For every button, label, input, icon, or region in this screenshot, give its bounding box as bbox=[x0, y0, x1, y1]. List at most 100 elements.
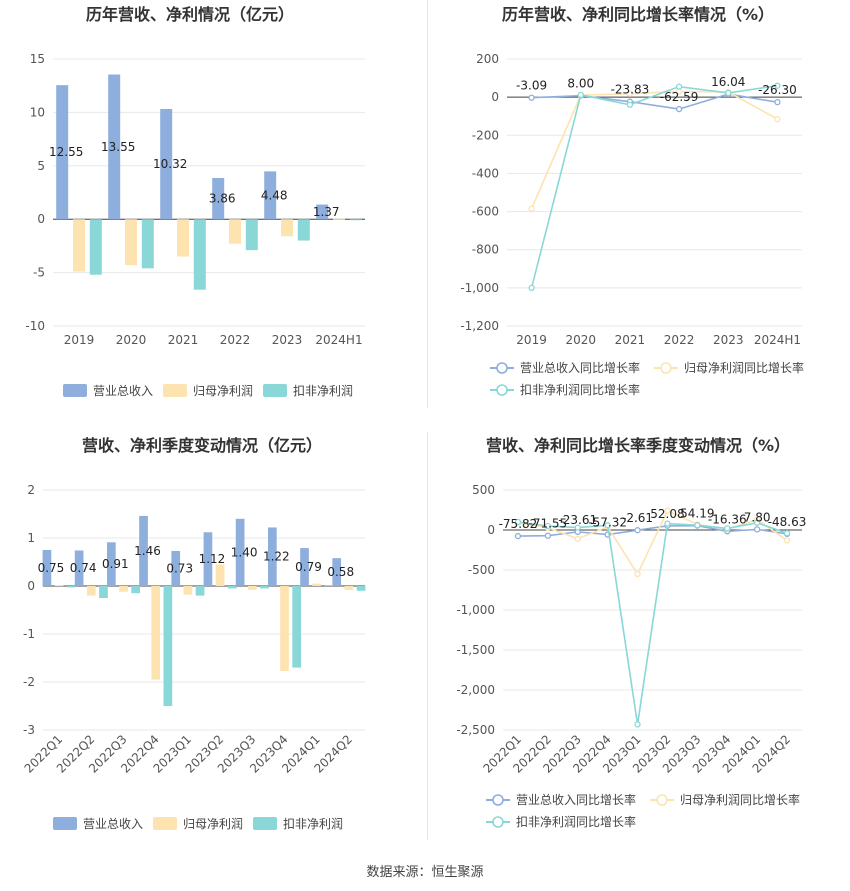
y-tick-label: 0 bbox=[27, 579, 35, 593]
bar-net-profit bbox=[280, 586, 289, 671]
x-tick-label: 2020 bbox=[565, 333, 596, 347]
bar-net-profit bbox=[281, 219, 293, 237]
bar-revenue bbox=[203, 532, 213, 586]
series-point bbox=[574, 524, 581, 531]
bar-net-profit bbox=[125, 219, 137, 266]
line-data-label: -23.83 bbox=[611, 83, 650, 97]
y-tick-label: 0 bbox=[37, 212, 45, 226]
y-tick-label: 0 bbox=[491, 90, 499, 104]
y-tick-label: -2,500 bbox=[456, 723, 495, 737]
y-tick-label: 500 bbox=[472, 483, 495, 497]
x-tick-label: 2021 bbox=[168, 333, 199, 347]
series-point bbox=[774, 82, 781, 89]
bar-data-label: 0.58 bbox=[327, 565, 354, 579]
x-tick-label: 2022 bbox=[664, 333, 695, 347]
series-line-2 bbox=[530, 90, 778, 210]
y-tick-label: -1,000 bbox=[460, 281, 499, 295]
legend-swatch bbox=[253, 817, 277, 830]
chart-4: 营收、净利同比增长率季度变动情况（%） -2,500 -2,000 -1,500 -1,… bbox=[456, 436, 806, 829]
line-data-label: -62.59 bbox=[660, 90, 699, 104]
line-data-label: -71.55 bbox=[529, 517, 568, 531]
bar-net-profit bbox=[54, 585, 64, 587]
series-point bbox=[544, 532, 551, 539]
bar-revenue bbox=[139, 515, 148, 586]
bar-revenue bbox=[56, 85, 69, 220]
line-data-label: -48.63 bbox=[768, 515, 807, 529]
bar-revenue bbox=[74, 550, 84, 586]
y-tick-label: -10 bbox=[25, 319, 45, 333]
legend-label: 归母净利润 bbox=[193, 384, 253, 398]
series-line-1 bbox=[531, 93, 778, 110]
bar-revenue bbox=[160, 108, 173, 220]
legend-marker bbox=[496, 362, 508, 374]
bar-net-profit bbox=[73, 219, 85, 272]
legend-label: 归母净利润同比增长率 bbox=[684, 360, 804, 375]
series-point bbox=[783, 537, 791, 544]
series-point bbox=[725, 89, 732, 97]
series-line-2 bbox=[517, 509, 788, 576]
line-data-label: -26.30 bbox=[758, 83, 797, 97]
bar-net-profit bbox=[183, 586, 193, 595]
y-tick-label: -2 bbox=[23, 675, 35, 689]
x-tick-label: 2023 bbox=[713, 333, 744, 347]
y-tick-label: 5 bbox=[37, 159, 45, 173]
chart-1: 历年营收、净利情况（亿元） -10 -5 0 5 10 15 2019 2020 2021 2022… bbox=[25, 5, 365, 398]
bar-net-profit bbox=[86, 586, 96, 596]
bar-deducted-profit bbox=[324, 585, 334, 587]
series-point bbox=[634, 527, 641, 534]
y-tick-label: 0 bbox=[487, 523, 495, 537]
legend-label: 扣非净利润同比增长率 bbox=[516, 814, 636, 829]
bar-deducted-profit bbox=[292, 586, 302, 668]
bar-deducted-profit bbox=[349, 219, 362, 221]
series-point bbox=[528, 94, 535, 101]
series-point bbox=[774, 115, 781, 123]
bar-data-label: 0.73 bbox=[166, 561, 193, 575]
line-data-label: -3.09 bbox=[516, 79, 547, 93]
y-tick-label: 1 bbox=[27, 531, 35, 545]
line-data-label: -23.61 bbox=[558, 513, 597, 527]
y-tick-label: -3 bbox=[23, 723, 35, 737]
bar-data-label: 12.55 bbox=[49, 145, 83, 159]
y-tick-label: 15 bbox=[30, 52, 45, 66]
legend-swatch bbox=[263, 384, 287, 397]
series-point bbox=[528, 284, 535, 292]
series-point bbox=[626, 101, 634, 108]
series-line-3 bbox=[530, 84, 778, 289]
legend-label: 扣非净利润 bbox=[293, 384, 353, 398]
x-tick-label: 2020 bbox=[116, 333, 147, 347]
legend-label: 营业总收入同比增长率 bbox=[520, 360, 640, 375]
bar-data-label: 1.37 bbox=[313, 205, 340, 219]
bar-deducted-profit bbox=[297, 219, 310, 241]
chart-title: 历年营收、净利同比增长率情况（%） bbox=[502, 5, 774, 24]
bar-net-profit bbox=[119, 586, 128, 592]
panel-divider-top bbox=[427, 0, 428, 408]
legend-marker bbox=[492, 816, 504, 828]
bar-deducted-profit bbox=[195, 586, 205, 596]
y-tick-label: -1,000 bbox=[456, 603, 495, 617]
legend-label: 营业总收入同比增长率 bbox=[516, 792, 636, 807]
line-data-label: 52.08 bbox=[650, 507, 684, 521]
bar-deducted-profit bbox=[356, 586, 366, 591]
bar-net-profit bbox=[312, 583, 322, 586]
series-point bbox=[577, 91, 584, 99]
y-tick-label: 10 bbox=[30, 105, 45, 119]
bar-revenue bbox=[212, 177, 225, 220]
legend-swatch bbox=[153, 817, 177, 830]
series-point bbox=[574, 535, 581, 542]
legend-marker bbox=[496, 384, 508, 396]
legend-label: 归母净利润同比增长率 bbox=[680, 792, 800, 807]
y-tick-label: -400 bbox=[472, 166, 499, 180]
legend-label: 扣非净利润同比增长率 bbox=[520, 382, 640, 397]
x-tick-label: 2024H1 bbox=[315, 333, 362, 347]
bar-revenue bbox=[316, 204, 329, 220]
legend-label: 扣非净利润 bbox=[283, 817, 343, 831]
bar-deducted-profit bbox=[245, 219, 258, 251]
bar-data-label: 0.74 bbox=[70, 561, 97, 575]
bar-data-label: 3.86 bbox=[209, 192, 236, 206]
series-point bbox=[754, 526, 761, 533]
x-tick-label: 2024H1 bbox=[754, 333, 801, 347]
x-tick-label: 2019 bbox=[516, 333, 547, 347]
bar-revenue bbox=[42, 550, 52, 586]
bar-deducted-profit bbox=[66, 586, 76, 588]
